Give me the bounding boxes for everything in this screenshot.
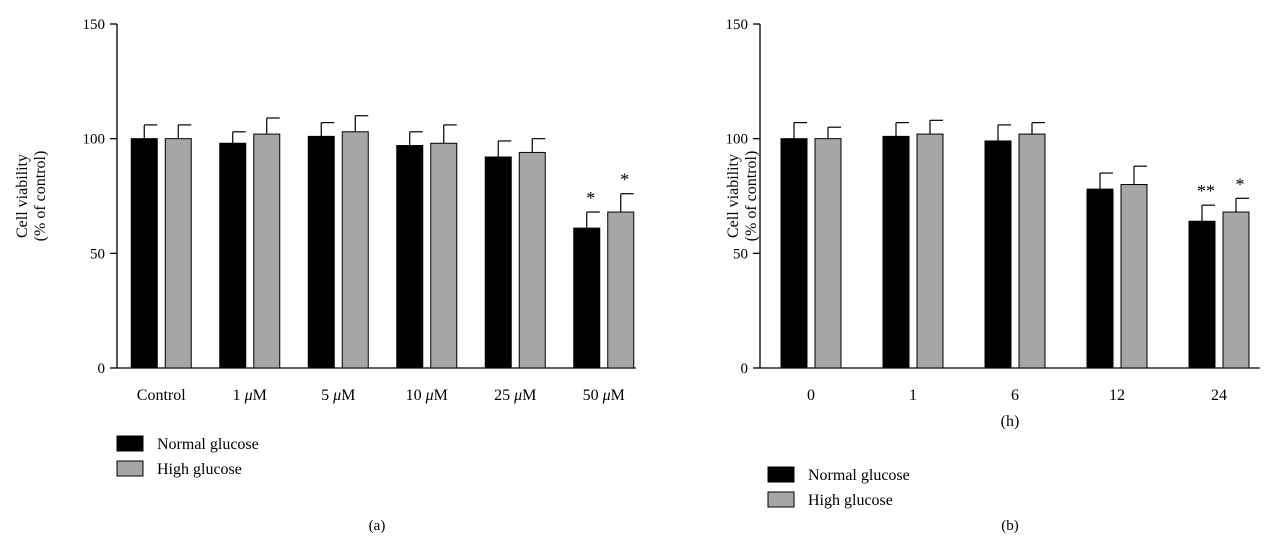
y-tick-label: 100 [83,132,106,148]
bar-high-glucose [1222,211,1250,369]
x-tick-label: 12 [1109,387,1125,404]
bar-normal-glucose [484,156,512,369]
bar-high-glucose [814,138,842,369]
x-tick-label: 1 [909,387,917,404]
bar-high-glucose [430,142,458,369]
legend-swatch [116,435,144,452]
y-tick-label: 150 [726,17,749,33]
bar-normal-glucose [1086,188,1114,369]
bar-high-glucose [1018,133,1046,369]
panel-label: (b) [1001,518,1019,534]
legend-label: Normal glucose [808,467,910,484]
legend-swatch [116,460,144,477]
y-axis-label: Cell viability(% of control) [725,151,760,242]
bar-high-glucose [164,138,192,369]
x-tick-label: 24 [1211,387,1227,404]
bar-normal-glucose [984,140,1012,369]
bar-normal-glucose [573,227,601,369]
bar-normal-glucose [1188,220,1216,369]
bar-high-glucose [607,211,635,369]
chart-panel-0: 0 50 100 150 Cell viability(% of control) Con… [14,17,636,534]
bar-high-glucose [916,133,944,369]
x-tick-label: 25 μM [494,387,536,404]
significance-marker: * [620,170,629,190]
panel-label: (a) [369,518,386,534]
x-tick-label: 10 μM [406,387,448,404]
x-tick-label: 1 μM [233,387,267,404]
y-tick-label: 100 [726,132,749,148]
bar-normal-glucose [307,135,335,369]
bar-high-glucose [518,151,546,369]
legend: Normal glucose High glucose [116,435,259,478]
legend-swatch [767,491,795,508]
significance-marker: ** [1197,181,1215,201]
y-tick-label: 0 [98,361,106,377]
bar-normal-glucose [780,138,808,369]
significance-marker: * [1236,174,1245,194]
bar-normal-glucose [219,142,247,369]
x-tick-label: 0 [807,387,815,404]
legend-swatch [767,466,795,483]
x-tick-label: 5 μM [321,387,355,404]
bar-normal-glucose [396,145,424,369]
y-axis-label: Cell viability(% of control) [14,151,49,242]
y-tick-label: 50 [733,246,748,262]
bar-normal-glucose [130,138,158,369]
x-tick-label: 6 [1011,387,1019,404]
legend: Normal glucose High glucose [767,466,910,509]
significance-marker: * [586,188,595,208]
y-tick-label: 150 [83,17,106,33]
legend-label: Normal glucose [157,436,259,453]
x-tick-label: 50 μM [583,387,625,404]
y-tick-label: 0 [741,361,749,377]
legend-label: High glucose [808,492,893,509]
bar-high-glucose [341,131,369,369]
x-tick-label: Control [137,387,186,404]
y-tick-label: 50 [90,246,105,262]
x-axis-label: (h) [1001,413,1020,430]
legend-label: High glucose [157,461,242,478]
bar-high-glucose [1120,184,1148,369]
bar-high-glucose [253,133,281,369]
bar-normal-glucose [882,135,910,369]
chart-panel-1: 0 50 100 150 Cell viability(% of control) 0 1 6… [725,17,1260,534]
